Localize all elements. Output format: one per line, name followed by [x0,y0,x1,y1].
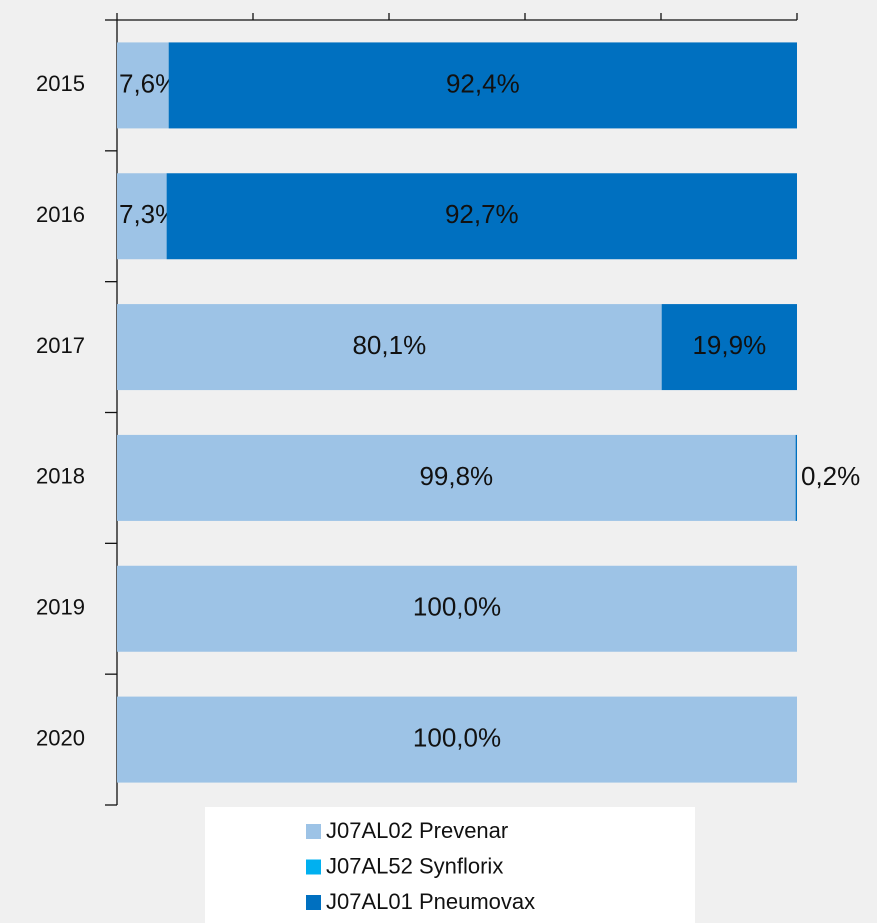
bar-segment [117,173,167,260]
bar-segment [795,434,797,521]
bar-segment [661,304,797,391]
bar-segment [117,42,169,129]
data-label: 92,4% [446,68,520,98]
legend-box [205,807,695,923]
data-label: 92,7% [445,199,519,229]
y-tick-label: 2017 [36,333,85,358]
data-label: 0,2% [801,461,860,491]
bar-segment [117,304,662,391]
y-tick-label: 2018 [36,464,85,489]
bar-segment [117,565,797,652]
y-tick-label: 2020 [36,725,85,750]
legend-swatch [306,824,321,839]
data-label: 19,9% [692,330,766,360]
y-tick-label: 2016 [36,202,85,227]
data-label: 100,0% [413,722,501,752]
y-tick-label: 2015 [36,71,85,96]
data-label: 7,6% [119,68,178,98]
legend-swatch [306,859,321,875]
legend-label: J07AL01 Pneumovax [326,889,535,914]
bar-segment [168,42,797,129]
legend-label: J07AL02 Prevenar [326,818,508,843]
legend-label: J07AL52 Synflorix [326,853,503,878]
bar-segment [117,434,796,521]
bar-segment [166,173,797,260]
legend-swatch [306,895,321,910]
bar-segment [117,696,797,783]
data-label: 80,1% [352,330,426,360]
data-label: 100,0% [413,592,501,622]
data-label: 99,8% [419,461,493,491]
y-tick-label: 2019 [36,595,85,620]
